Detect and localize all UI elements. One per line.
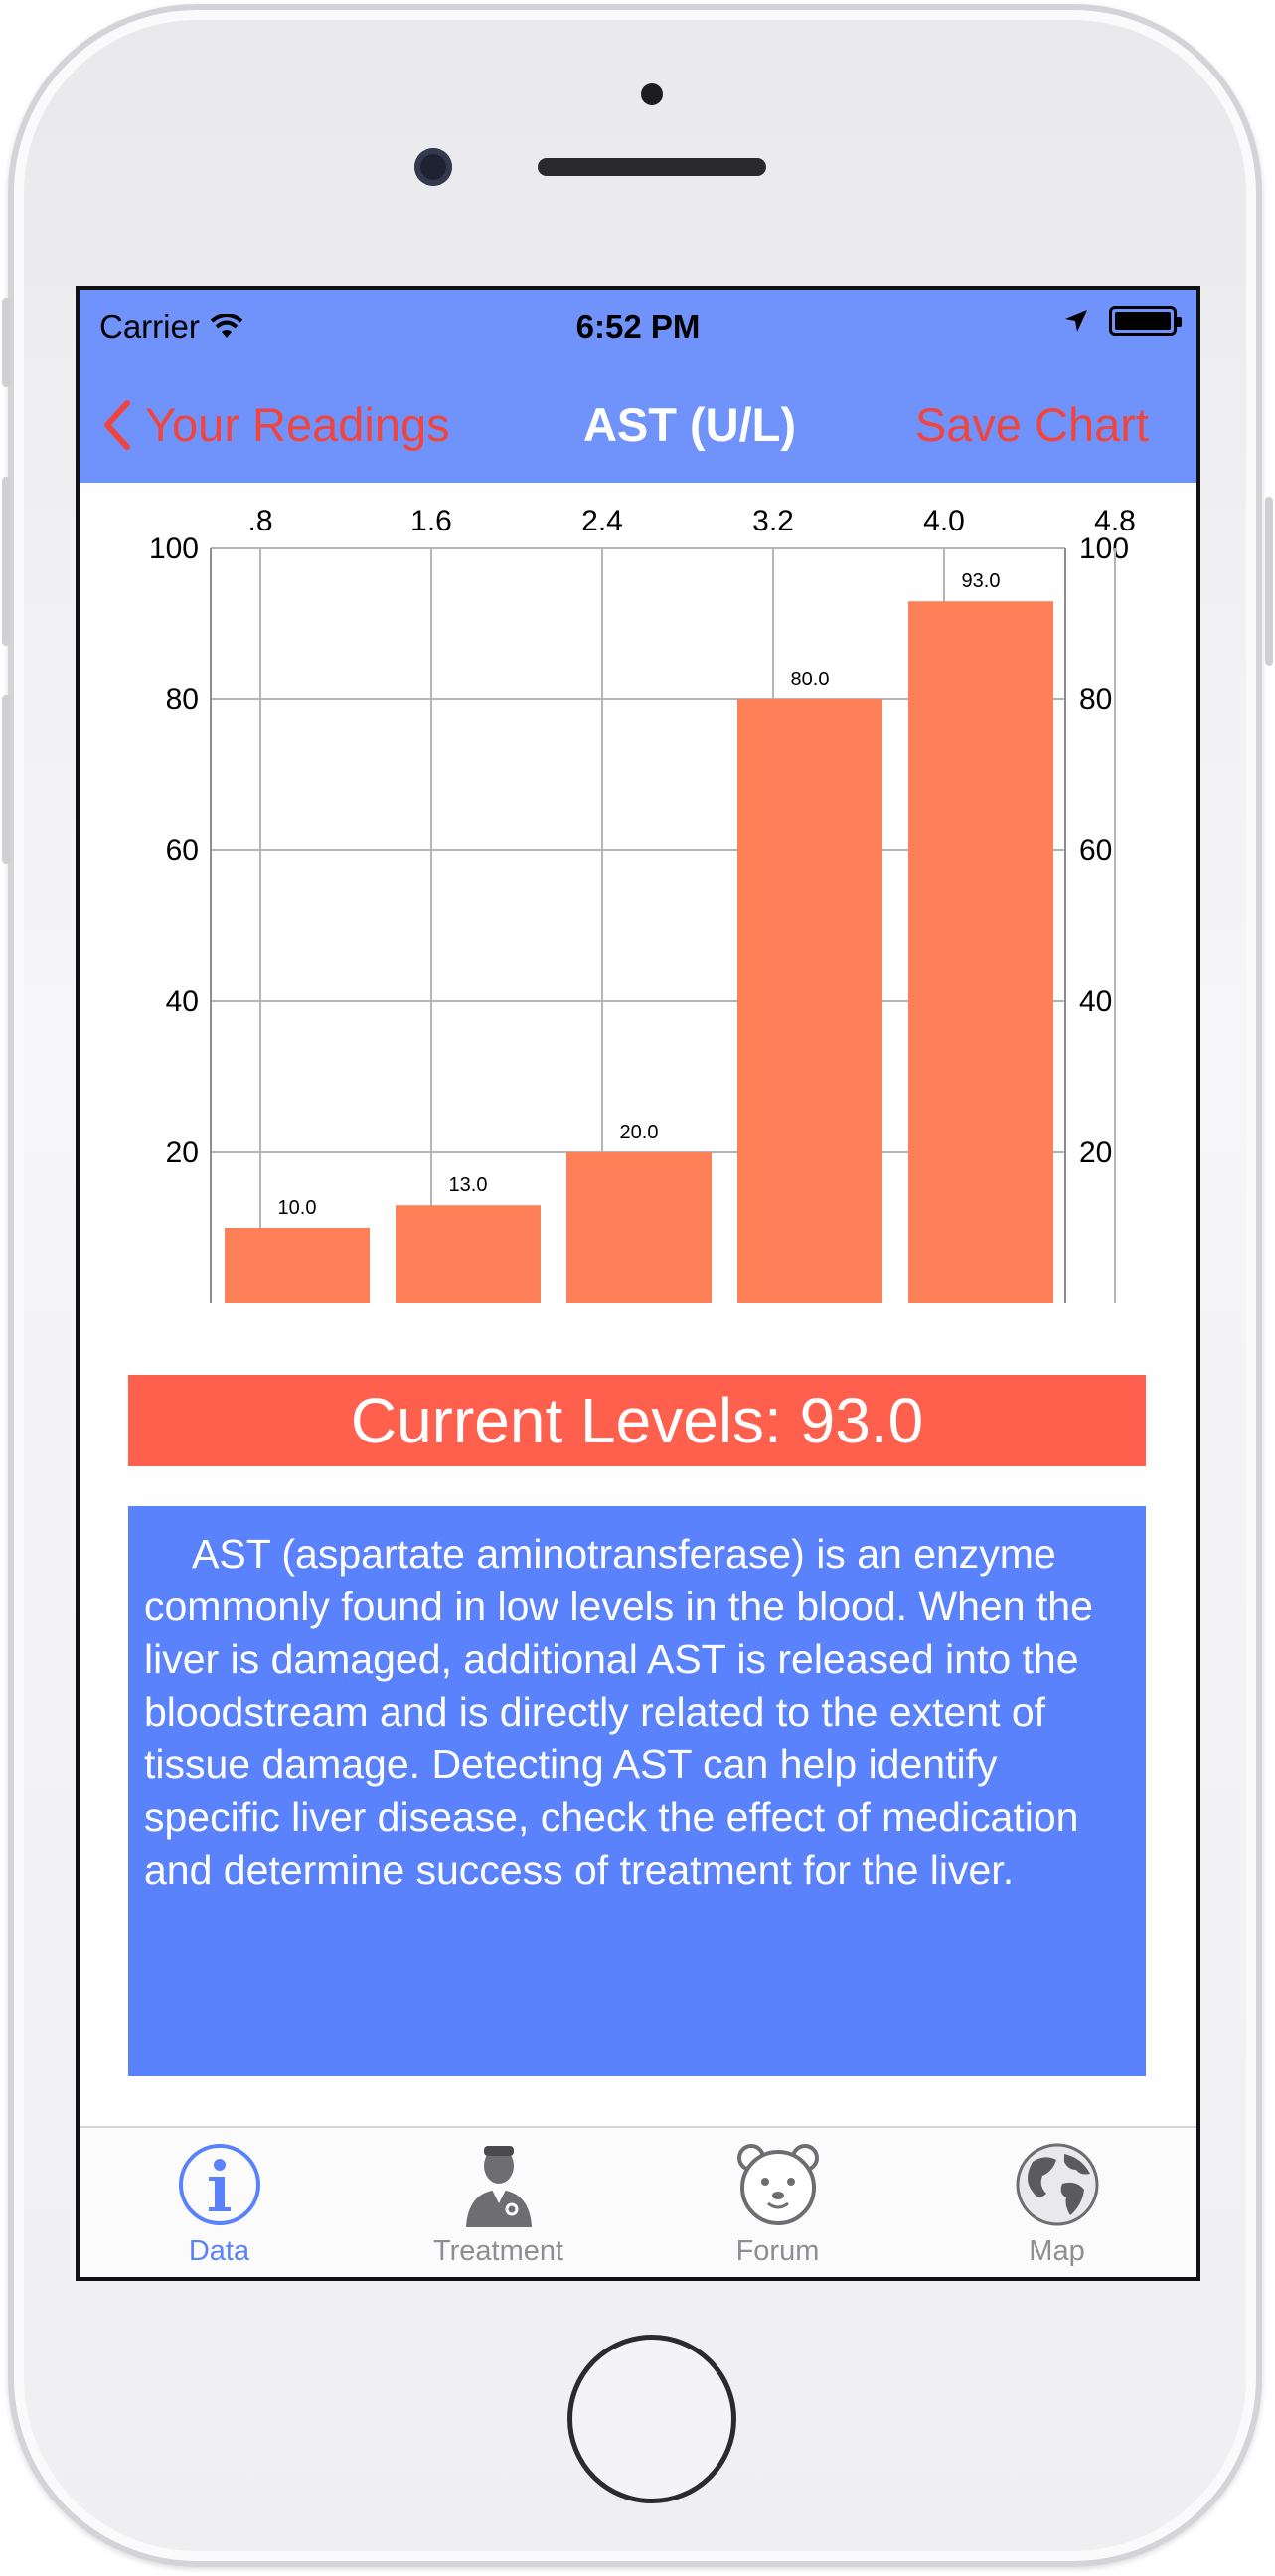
top-tick-label: 1.6: [410, 505, 452, 537]
y-tick-label-left: 80: [166, 683, 199, 716]
y-tick-label-left: 100: [149, 532, 199, 565]
current-levels-banner: Current Levels: 93.0: [128, 1375, 1146, 1466]
tab-map[interactable]: Map: [917, 2128, 1196, 2277]
top-tick-label: 4.8: [1094, 505, 1136, 537]
globe-icon: [1016, 2143, 1098, 2226]
power-button[interactable]: [1265, 497, 1273, 666]
bar: [396, 1205, 541, 1303]
proximity-sensor: [641, 83, 663, 105]
app-screen: Carrier 6:52 PM Your Readings AST (U/L): [76, 286, 1200, 2281]
earpiece-speaker: [538, 158, 766, 176]
bar: [225, 1228, 370, 1303]
tab-treatment[interactable]: Treatment: [359, 2128, 638, 2277]
carrier-label: Carrier: [99, 308, 200, 345]
bear-icon: [736, 2144, 819, 2225]
bar: [566, 1152, 712, 1303]
description-text: AST (aspartate aminotransferase) is an e…: [128, 1506, 1146, 2076]
bar-chart: 100 100 80 80 60 60 40 40 20 20 .8 1.6 2.4 3.2 4.0 4.8 1…: [80, 483, 1196, 1347]
y-tick-label-right: 80: [1079, 683, 1112, 716]
status-right: [1063, 306, 1182, 336]
home-button[interactable]: [567, 2335, 736, 2503]
battery-icon: [1109, 306, 1182, 336]
bar-data-label: 10.0: [278, 1197, 317, 1219]
bar-data-label: 93.0: [962, 570, 1001, 592]
bar-chart-svg: 100 100 80 80 60 60 40 40 20 20 .8 1.6 2.4 3.2 4.0 4.8 1…: [149, 505, 1136, 1303]
tab-label: Forum: [735, 2235, 820, 2267]
status-bar: Carrier 6:52 PM: [80, 290, 1196, 364]
bar: [908, 601, 1053, 1303]
navigation-bar: Your Readings AST (U/L) Save Chart: [80, 364, 1196, 483]
status-time: 6:52 PM: [575, 308, 701, 345]
bar-data-label: 20.0: [620, 1122, 659, 1143]
y-tick-label-left: 20: [166, 1136, 199, 1169]
tab-label: Treatment: [432, 2235, 564, 2267]
top-tick-label: 2.4: [581, 505, 623, 537]
y-tick-label-right: 100: [1079, 532, 1129, 565]
wifi-icon: [210, 314, 243, 338]
bar: [737, 699, 882, 1303]
tab-label: Data: [188, 2235, 250, 2267]
volume-up-button[interactable]: [2, 477, 10, 646]
y-tick-label-left: 60: [166, 834, 199, 867]
y-tick-label-right: 20: [1079, 1136, 1112, 1169]
bar-data-label: 80.0: [791, 669, 830, 690]
volume-down-button[interactable]: [2, 695, 10, 864]
front-camera: [414, 148, 452, 186]
mute-switch[interactable]: [2, 298, 10, 387]
top-tick-label: 4.0: [923, 505, 965, 537]
bar-data-label: 13.0: [449, 1174, 488, 1196]
location-arrow-icon: [1065, 310, 1087, 332]
top-tick-label: 3.2: [752, 505, 794, 537]
back-button[interactable]: Your Readings: [101, 397, 450, 452]
y-tick-label-left: 40: [166, 985, 199, 1018]
y-tick-label-right: 60: [1079, 834, 1112, 867]
doctor-icon: [465, 2146, 532, 2227]
tab-label: Map: [1029, 2235, 1085, 2267]
chevron-left-icon: [104, 399, 130, 450]
carrier-info: Carrier: [99, 308, 243, 346]
tab-forum[interactable]: Forum: [638, 2128, 917, 2277]
tab-data[interactable]: Data: [80, 2128, 359, 2277]
top-tick-label: .8: [247, 505, 272, 537]
y-tick-label-right: 40: [1079, 985, 1112, 1018]
save-chart-button[interactable]: Save Chart: [914, 398, 1149, 451]
back-button-label: Your Readings: [145, 398, 450, 451]
tab-bar: Data Treatment Forum: [80, 2126, 1196, 2277]
info-icon: [178, 2144, 260, 2225]
